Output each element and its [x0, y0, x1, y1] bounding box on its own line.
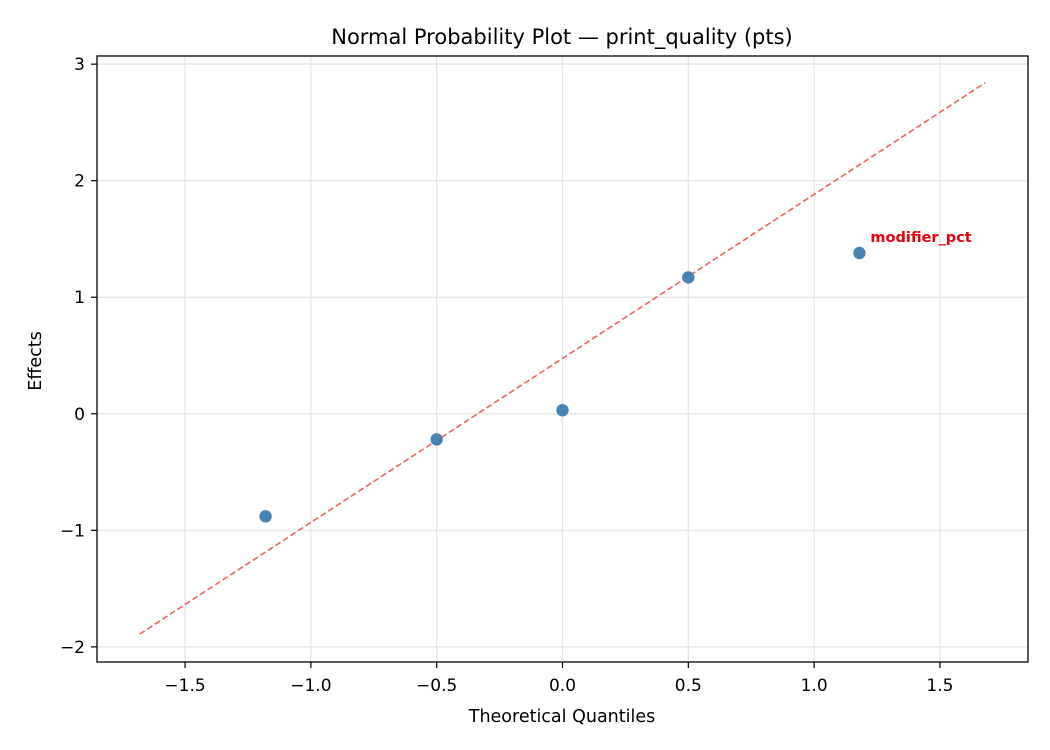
grid-lines	[97, 56, 1028, 662]
x-tick-label: 1.0	[801, 676, 828, 696]
data-point	[556, 404, 569, 417]
reference-line	[139, 82, 986, 635]
y-tick-label: 0	[74, 405, 85, 425]
x-tick-label: 0.0	[549, 676, 576, 696]
data-point	[430, 433, 443, 446]
data-point	[853, 246, 866, 260]
x-tick-label: 0.5	[675, 676, 702, 696]
y-axis-title: Effects	[26, 331, 46, 390]
x-axis-title: Theoretical Quantiles	[468, 707, 655, 727]
annotations: modifier_pct	[870, 230, 971, 246]
y-tick-label: −2	[60, 638, 85, 658]
y-tick-label: 2	[74, 172, 85, 192]
x-tick-label: −1.5	[164, 676, 205, 696]
reference-line-group	[139, 82, 986, 635]
data-point	[259, 510, 272, 523]
x-tick-label: 1.5	[926, 676, 953, 696]
data-points	[259, 246, 866, 523]
y-axis-ticks: −2 −1 0 1 2 3	[60, 55, 97, 658]
data-point	[682, 271, 695, 284]
x-tick-label: −0.5	[416, 676, 457, 696]
chart-title: Normal Probability Plot — print_quality …	[331, 25, 793, 50]
y-tick-label: 1	[74, 288, 85, 308]
point-annotation: modifier_pct	[870, 230, 971, 246]
y-tick-label: 3	[74, 55, 85, 75]
x-tick-label: −1.0	[290, 676, 331, 696]
y-tick-label: −1	[60, 521, 85, 541]
x-axis-ticks: −1.5 −1.0 −0.5 0.0 0.5 1.0 1.5	[164, 662, 953, 696]
